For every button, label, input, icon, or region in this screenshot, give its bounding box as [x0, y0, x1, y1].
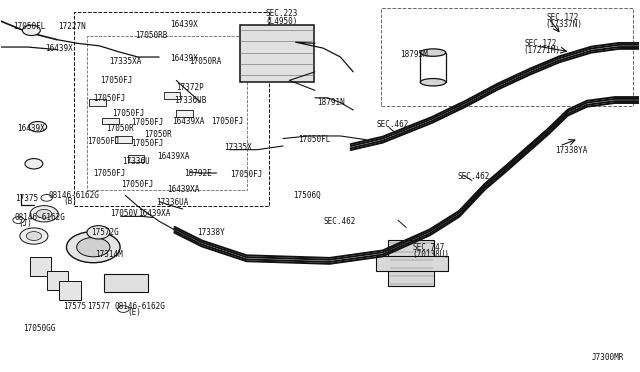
Text: 16439X: 16439X — [45, 44, 73, 53]
Text: 17050FL: 17050FL — [13, 22, 46, 31]
Text: SEC.747: SEC.747 — [413, 243, 445, 251]
Text: SEC.172: SEC.172 — [524, 39, 557, 48]
Text: 18792E: 18792E — [184, 169, 212, 177]
Text: 17050FJ: 17050FJ — [87, 137, 119, 146]
Text: 17050FJ: 17050FJ — [121, 180, 153, 189]
Text: SEC.172: SEC.172 — [547, 13, 579, 22]
Text: (J): (J) — [19, 219, 33, 228]
Circle shape — [22, 25, 40, 36]
Text: 17572G: 17572G — [92, 228, 119, 237]
Text: 17050FJ: 17050FJ — [132, 139, 164, 148]
Text: 17338YA: 17338YA — [555, 146, 588, 155]
Text: 17336U: 17336U — [122, 157, 150, 166]
Bar — [388, 240, 435, 286]
Text: 16439XA: 16439XA — [138, 209, 170, 218]
Bar — [102, 118, 119, 125]
Ellipse shape — [420, 49, 446, 56]
Text: 18795M: 18795M — [400, 50, 428, 59]
Text: 08146-6162G: 08146-6162G — [115, 302, 165, 311]
Text: 17050FJ: 17050FJ — [100, 76, 132, 85]
Text: (70138U): (70138U) — [413, 250, 449, 259]
Text: 17336UA: 17336UA — [156, 198, 188, 207]
Text: 08146-6162G: 08146-6162G — [15, 213, 66, 222]
Text: 16439XA: 16439XA — [167, 185, 199, 194]
Text: 17338Y: 17338Y — [197, 228, 225, 237]
Circle shape — [20, 228, 48, 244]
Bar — [90, 99, 106, 106]
Circle shape — [87, 226, 110, 239]
Bar — [164, 92, 180, 99]
Text: 17050FJ: 17050FJ — [211, 117, 244, 126]
Text: 17335X: 17335X — [224, 142, 252, 151]
Text: 17336UB: 17336UB — [174, 96, 207, 105]
Text: 17050V: 17050V — [111, 209, 138, 218]
Circle shape — [67, 232, 120, 263]
Text: SEC.462: SEC.462 — [323, 217, 356, 226]
Text: 16439XA: 16439XA — [157, 152, 189, 161]
Bar — [128, 155, 145, 161]
Text: (L4950): (L4950) — [266, 17, 298, 26]
Circle shape — [25, 158, 43, 169]
Bar — [381, 8, 633, 106]
Bar — [104, 274, 148, 292]
Text: SEC.462: SEC.462 — [458, 172, 490, 181]
Text: 17314M: 17314M — [95, 250, 123, 259]
Circle shape — [30, 206, 58, 222]
Text: (E): (E) — [127, 308, 141, 317]
Text: 17506Q: 17506Q — [293, 191, 321, 200]
Text: (1727IM): (1727IM) — [523, 46, 560, 55]
Text: 17227N: 17227N — [58, 22, 86, 31]
Bar — [87, 36, 246, 190]
Text: 17050R: 17050R — [106, 124, 134, 133]
Circle shape — [29, 122, 47, 132]
Text: 17050FJ: 17050FJ — [93, 94, 125, 103]
Circle shape — [36, 209, 52, 218]
Bar — [74, 12, 269, 206]
Text: 17575: 17575 — [63, 302, 86, 311]
Text: 17335XA: 17335XA — [109, 57, 141, 66]
Bar — [240, 25, 314, 82]
Text: 17577: 17577 — [87, 302, 110, 311]
Text: 16439X: 16439X — [170, 20, 198, 29]
Text: 08146-6162G: 08146-6162G — [49, 191, 99, 200]
Text: J7300MR: J7300MR — [591, 353, 624, 362]
Text: 17050RB: 17050RB — [135, 31, 167, 41]
Text: 17375: 17375 — [15, 195, 38, 203]
Text: 16439XA: 16439XA — [172, 117, 204, 126]
Text: 16439X: 16439X — [170, 54, 198, 62]
Ellipse shape — [420, 78, 446, 86]
Circle shape — [26, 232, 42, 240]
Text: SEC.223: SEC.223 — [266, 9, 298, 18]
Text: 17050R: 17050R — [145, 129, 172, 139]
Bar — [115, 137, 132, 143]
Bar — [176, 110, 193, 117]
Bar — [47, 271, 68, 290]
Text: 17050FJ: 17050FJ — [93, 169, 125, 177]
Circle shape — [77, 237, 110, 257]
Text: 17050FL: 17050FL — [298, 135, 330, 144]
Bar — [376, 256, 449, 271]
Text: (17337N): (17337N) — [545, 20, 582, 29]
Text: 17050FJ: 17050FJ — [230, 170, 263, 179]
Text: SEC.462: SEC.462 — [376, 121, 408, 129]
Text: (B): (B) — [63, 197, 77, 206]
Text: 16439X: 16439X — [17, 124, 44, 133]
Text: 18791N: 18791N — [317, 98, 344, 107]
Bar — [60, 281, 81, 300]
Text: 17050RA: 17050RA — [189, 57, 221, 66]
Text: 17372P: 17372P — [176, 83, 204, 92]
Bar — [30, 257, 51, 276]
Text: 17050FJ: 17050FJ — [132, 119, 164, 128]
Text: 17050FJ: 17050FJ — [113, 109, 145, 118]
Text: 17050GG: 17050GG — [23, 324, 56, 333]
